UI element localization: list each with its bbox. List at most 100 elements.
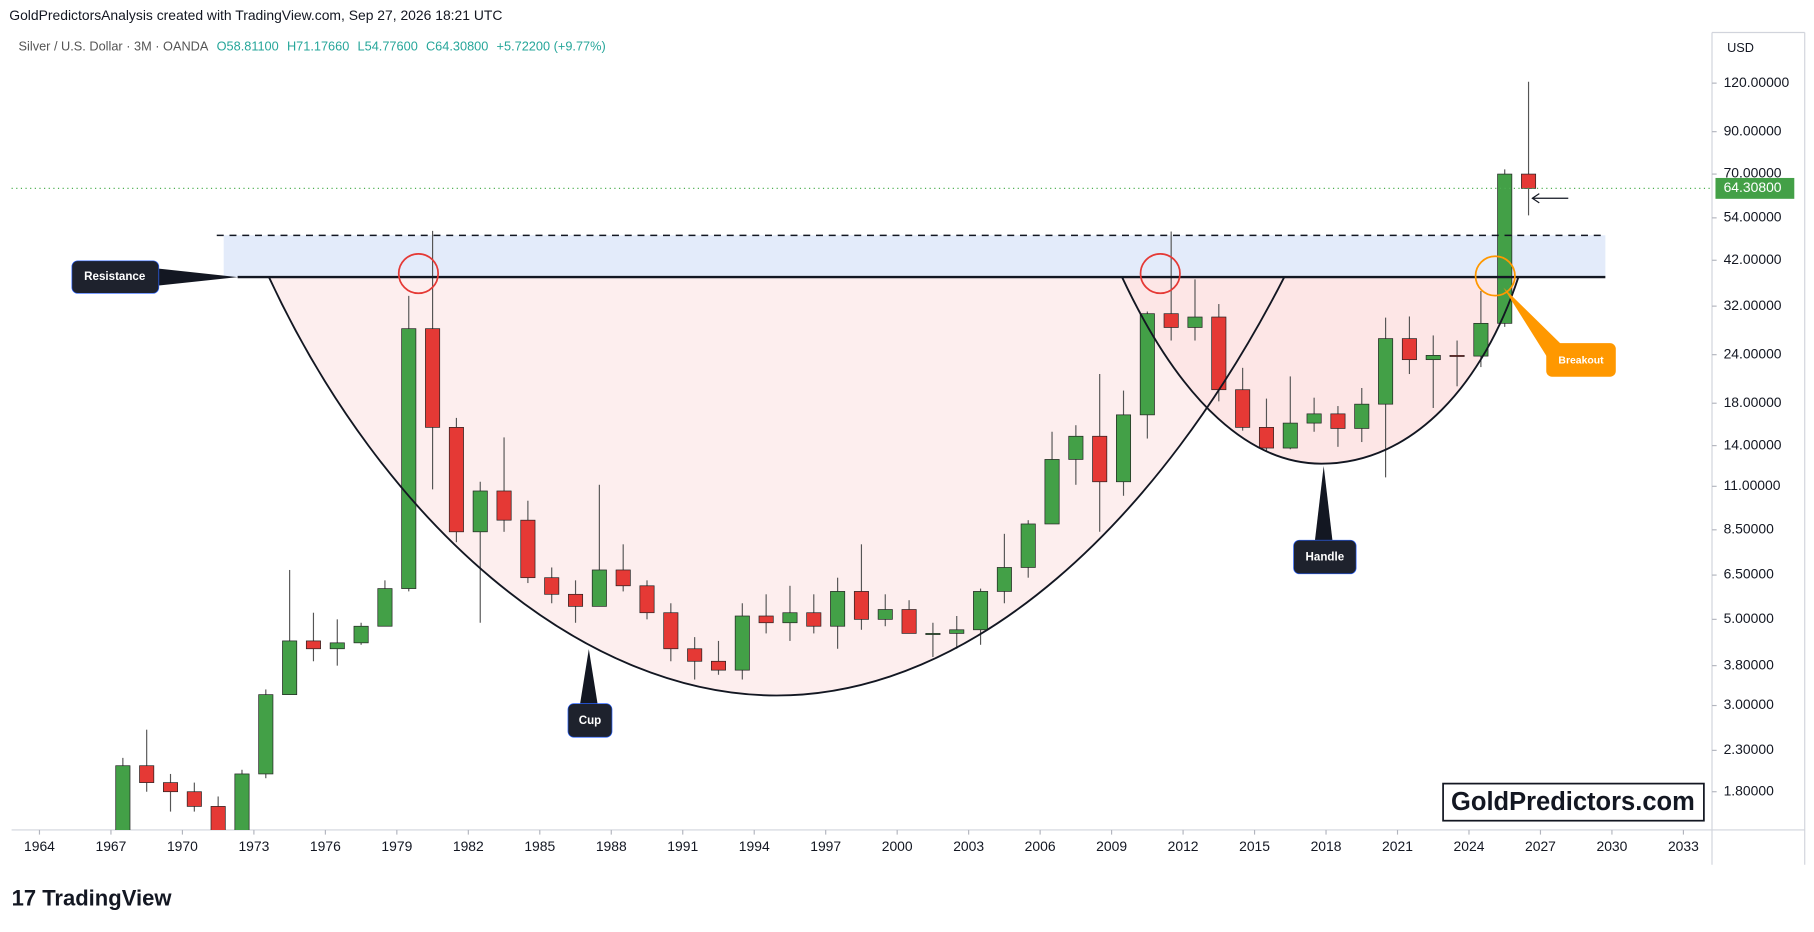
x-tick-label: 1964 <box>24 838 55 854</box>
candle-body <box>1068 435 1084 460</box>
candle-body <box>1020 523 1036 568</box>
candle-body <box>996 567 1012 592</box>
candles <box>115 81 1537 830</box>
candle-body <box>448 427 464 533</box>
y-tick-label: 32.00000 <box>1724 297 1782 313</box>
x-tick-label: 2027 <box>1525 838 1556 854</box>
watermark-box <box>1442 782 1705 822</box>
candle-body <box>806 612 822 627</box>
candle-body <box>782 612 798 624</box>
candle-body <box>710 660 726 671</box>
x-tick-label: 2000 <box>882 838 913 854</box>
x-tick-label: 1985 <box>524 838 555 854</box>
candle-body <box>1092 435 1108 483</box>
candle-body <box>282 640 298 695</box>
x-tick-label: 1967 <box>95 838 126 854</box>
candle-body <box>329 642 345 650</box>
x-tick-label: 1973 <box>238 838 269 854</box>
y-tick-label: 8.50000 <box>1724 520 1774 536</box>
resistance-label-box <box>71 260 160 294</box>
last-price-label: 64.30800 <box>1724 179 1782 195</box>
candle-body <box>377 588 393 627</box>
candle-body <box>186 791 202 807</box>
y-tick-label: 18.00000 <box>1724 394 1782 410</box>
resistance-label: Resistance <box>84 271 146 283</box>
y-tick-label: 70.00000 <box>1724 165 1782 181</box>
candle-body <box>591 569 607 607</box>
candle-body <box>1354 403 1370 429</box>
x-tick-label: 1997 <box>810 838 841 854</box>
candle-body <box>425 328 441 428</box>
x-tick-label: 2024 <box>1454 838 1485 854</box>
pointer <box>579 649 599 708</box>
currency: USD <box>1727 40 1754 55</box>
candle-body <box>1235 389 1251 428</box>
x-tick-label: 1979 <box>381 838 412 854</box>
candle-body <box>1330 413 1346 429</box>
legend: Silver / U.S. Dollar · 3M · OANDA O58.81… <box>19 39 606 54</box>
candle-body <box>1258 427 1274 449</box>
candle-body <box>1378 338 1394 405</box>
y-tick-label: 11.00000 <box>1724 477 1781 493</box>
candle-body <box>401 328 417 589</box>
legend-change: +5.72200 (+9.77%) <box>497 39 606 54</box>
x-tick-label: 2033 <box>1668 838 1699 854</box>
legend-close: C64.30800 <box>426 39 488 54</box>
candle-body <box>568 593 584 607</box>
y-tick-label: 54.00000 <box>1724 209 1782 225</box>
handle-label-box <box>1293 539 1357 575</box>
handle-label: Handle <box>1306 552 1345 564</box>
candle-body <box>520 519 536 579</box>
cup-fill <box>268 277 1285 696</box>
candle-body <box>925 633 941 635</box>
legend-symbol: Silver / U.S. Dollar · 3M · OANDA <box>19 39 209 54</box>
candle-body <box>758 615 774 624</box>
x-tick-label: 1994 <box>739 838 770 854</box>
handle-curve <box>1121 276 1520 465</box>
circle <box>1474 255 1516 297</box>
y-tick-label: 24.00000 <box>1724 345 1782 361</box>
candle-body <box>949 629 965 634</box>
x-tick-label: 2009 <box>1096 838 1127 854</box>
drawings <box>223 235 1606 696</box>
candle-body <box>472 490 488 533</box>
candle-body <box>1116 414 1132 483</box>
pointer <box>1503 287 1565 360</box>
x-tick-label: 2012 <box>1168 838 1199 854</box>
candle-body <box>544 577 560 595</box>
x-tick-label: 1988 <box>596 838 627 854</box>
candle-body <box>901 609 917 634</box>
brand-name: TradingView <box>42 885 172 910</box>
candle-body <box>234 773 250 830</box>
candle-body <box>1473 322 1489 357</box>
x-tick-label: 2030 <box>1596 838 1627 854</box>
x-tick-label: 1976 <box>310 838 341 854</box>
candle-body <box>973 591 989 631</box>
y-tick-label: 42.00000 <box>1724 251 1782 267</box>
x-tick-label: 2015 <box>1239 838 1270 854</box>
y-tick-label: 90.00000 <box>1724 122 1782 138</box>
candle-body <box>258 694 274 775</box>
pointer <box>1314 466 1333 545</box>
candle-body <box>1211 316 1227 391</box>
candle-body <box>1282 422 1298 449</box>
candle-body <box>1449 355 1465 357</box>
candle-body <box>877 609 893 620</box>
candle-body <box>663 612 679 650</box>
candle-body <box>734 615 750 671</box>
candle-body <box>496 490 512 521</box>
pointer <box>150 267 238 287</box>
legend-open: O58.81100 <box>217 39 279 54</box>
candle-body <box>1306 413 1322 424</box>
y-tick-label: 14.00000 <box>1724 436 1782 452</box>
cup-curve <box>268 276 1286 697</box>
watermark: GoldPredictors.com <box>1451 788 1695 816</box>
breakout-label: Breakout <box>1558 355 1604 366</box>
candle-body <box>615 569 631 587</box>
candle-body <box>1497 173 1513 324</box>
candle-body <box>1044 459 1060 525</box>
candle-body <box>1139 313 1155 416</box>
candle-body <box>687 648 703 662</box>
